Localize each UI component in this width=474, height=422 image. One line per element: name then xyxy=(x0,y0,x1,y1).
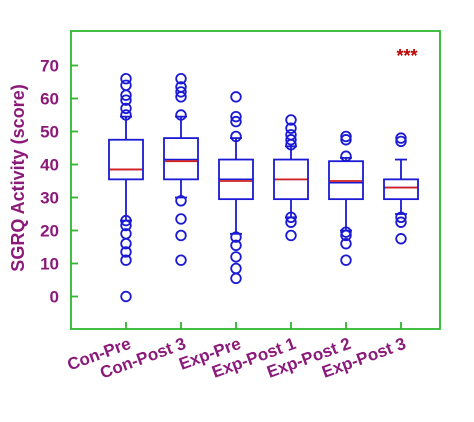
outlier-point xyxy=(120,246,132,258)
outlier-point xyxy=(175,213,187,225)
outlier-point xyxy=(120,290,132,303)
outlier-point xyxy=(395,132,407,144)
outlier-point xyxy=(285,134,297,146)
y-tick-label: 20 xyxy=(40,222,59,241)
outlier-point xyxy=(285,122,297,134)
y-tick-label: 60 xyxy=(40,90,59,109)
outlier-point xyxy=(175,229,187,242)
outlier-point xyxy=(340,130,352,143)
outlier-point xyxy=(120,214,132,227)
outlier-point xyxy=(230,239,242,252)
outlier-point xyxy=(395,216,407,228)
y-tick-label: 50 xyxy=(40,123,59,142)
box-group xyxy=(218,91,254,285)
outlier-point xyxy=(230,251,242,263)
outlier-point xyxy=(230,130,242,143)
outlier-point xyxy=(285,216,297,228)
outlier-point xyxy=(175,109,187,121)
outlier-point xyxy=(230,272,242,285)
outlier-point xyxy=(175,254,187,266)
outlier-point xyxy=(340,226,352,238)
outlier-point xyxy=(120,102,132,115)
y-tick-label: 0 xyxy=(50,288,59,307)
outlier-point xyxy=(175,81,187,93)
outlier-point xyxy=(395,211,407,224)
outlier-point xyxy=(395,135,407,148)
outlier-point xyxy=(285,114,297,126)
outlier-point xyxy=(340,134,352,146)
outlier-point xyxy=(120,228,132,240)
outlier-point xyxy=(175,195,187,207)
y-axis: 0 10 20 30 40 50 60 70 xyxy=(40,57,78,307)
outlier-point xyxy=(230,231,242,243)
plot-frame xyxy=(70,30,441,330)
box-group xyxy=(163,72,199,266)
iqr-box xyxy=(108,138,144,181)
y-axis-label: SGRQ Activity (score) xyxy=(8,84,28,271)
outlier-point xyxy=(120,109,132,121)
outlier-point xyxy=(340,254,352,266)
box-group xyxy=(273,114,309,242)
outlier-point xyxy=(120,72,132,85)
outlier-point xyxy=(175,86,187,98)
box-group xyxy=(383,132,419,245)
outlier-point xyxy=(120,219,132,232)
outlier-point xyxy=(285,229,297,242)
outlier-point xyxy=(230,91,242,103)
outlier-point xyxy=(285,211,297,224)
outlier-point xyxy=(230,262,242,275)
box-series xyxy=(108,72,419,303)
outlier-point xyxy=(120,94,132,106)
outlier-point xyxy=(120,79,132,92)
iqr-box xyxy=(383,178,419,201)
y-tick-label: 40 xyxy=(40,156,59,175)
iqr-box xyxy=(163,137,199,181)
outlier-point xyxy=(395,233,407,245)
outlier-point xyxy=(120,254,132,266)
y-tick-label: 30 xyxy=(40,189,59,208)
outlier-point xyxy=(175,72,187,85)
y-tick-label: 10 xyxy=(40,255,59,274)
y-tick-label: 70 xyxy=(40,57,59,76)
outlier-point xyxy=(340,150,352,162)
box-group xyxy=(108,72,144,303)
significance-marker: *** xyxy=(396,46,417,66)
outlier-point xyxy=(230,110,242,123)
outlier-point xyxy=(230,115,242,128)
outlier-point xyxy=(340,229,352,242)
outlier-point xyxy=(340,237,352,250)
box-group xyxy=(328,130,364,266)
outlier-point xyxy=(285,129,297,141)
